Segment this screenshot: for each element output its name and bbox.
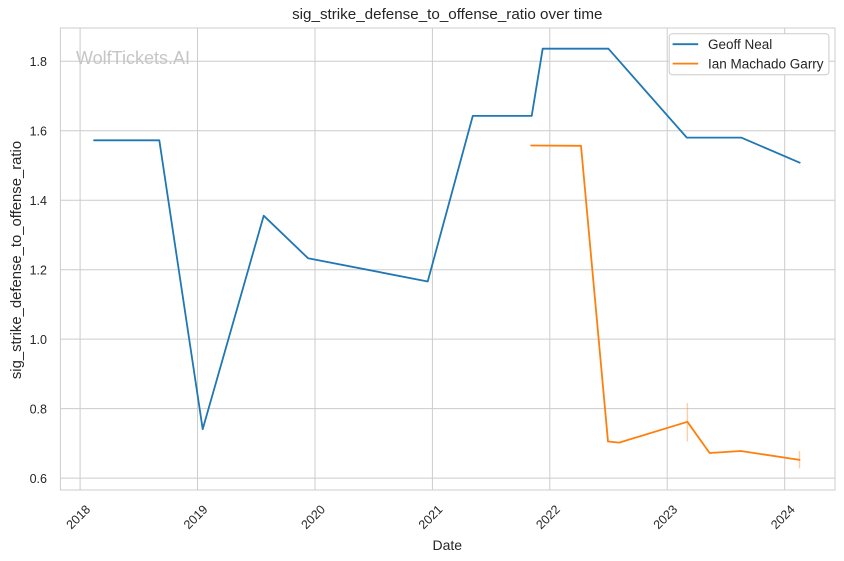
svg-text:sig_strike_defense_to_offense_: sig_strike_defense_to_offense_ratio over…: [292, 6, 602, 23]
svg-text:0.6: 0.6: [30, 472, 47, 486]
svg-text:0.8: 0.8: [30, 402, 47, 416]
svg-text:Ian Machado Garry: Ian Machado Garry: [708, 56, 824, 71]
svg-text:Geoff Neal: Geoff Neal: [708, 37, 772, 52]
svg-text:1.2: 1.2: [30, 264, 47, 278]
svg-text:1.6: 1.6: [30, 125, 47, 139]
svg-text:1.4: 1.4: [30, 194, 47, 208]
svg-text:WolfTickets.AI: WolfTickets.AI: [76, 48, 190, 68]
svg-text:sig_strike_defense_to_offense_: sig_strike_defense_to_offense_ratio: [9, 141, 25, 379]
svg-text:Date: Date: [433, 537, 463, 553]
svg-text:1.0: 1.0: [30, 333, 47, 347]
svg-text:1.8: 1.8: [30, 55, 47, 69]
